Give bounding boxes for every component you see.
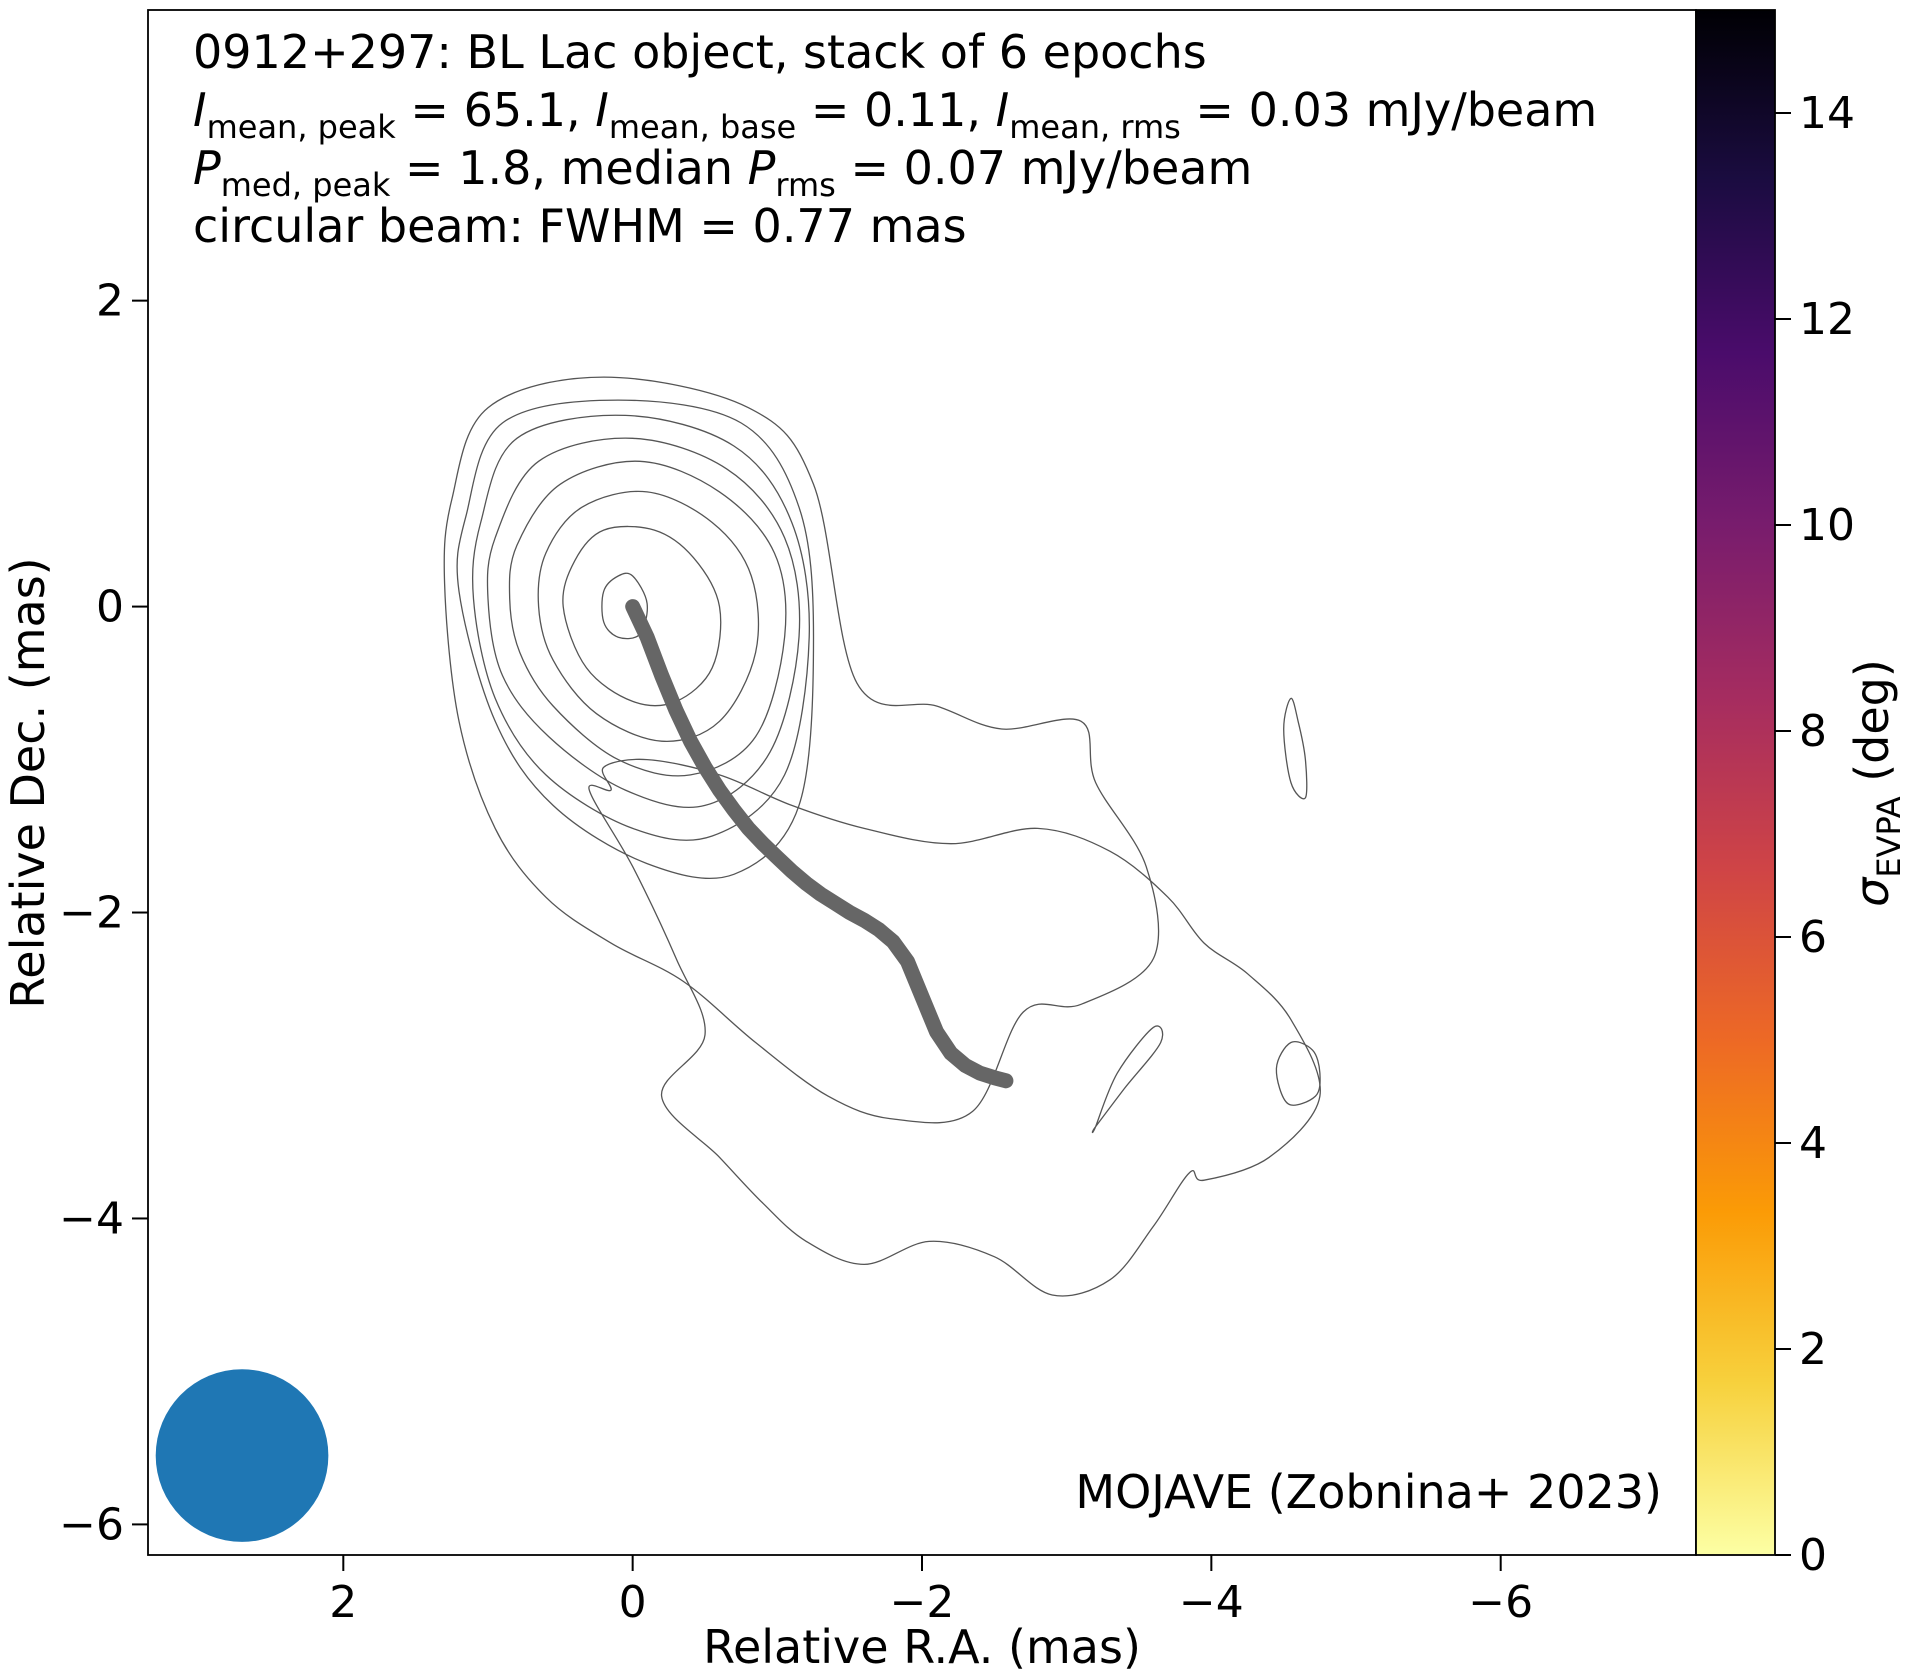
y-tick-label: 0 [96,582,124,633]
x-axis-label: Relative R.A. (mas) [703,1620,1141,1674]
contour-level-7 [456,399,815,880]
colorbar-tick-label: 6 [1799,912,1827,963]
y-axis-label: Relative Dec. (mas) [1,557,55,1008]
contour-level-12 [1283,697,1308,800]
contour-level-1 [601,572,648,640]
contour-level-10 [1275,1041,1321,1106]
x-tick-label: −6 [1468,1577,1533,1628]
colorbar-label: σEVPA (deg) [1845,659,1905,907]
y-axis: 2 0 −2 −4 −6 [59,276,148,1550]
colorbar-tick-label: 10 [1799,500,1855,551]
x-tick-label: −4 [1179,1577,1244,1628]
annotation-line-2: Imean, peak = 65.1, Imean, base = 0.11, … [193,83,1597,146]
colorbar-tick-label: 4 [1799,1118,1827,1169]
annotation-line-1: 0912+297: BL Lac object, stack of 6 epoc… [193,25,1207,79]
y-tick-label: 2 [96,276,124,327]
contour-level-9 [588,758,1321,1297]
plot-area [148,10,1696,1555]
y-tick-label: −4 [59,1193,124,1244]
ridgeline [625,599,1014,1089]
x-axis: 2 0 −2 −4 −6 [329,1555,1533,1628]
x-tick-label: 2 [329,1577,357,1628]
x-tick-label: −2 [890,1577,955,1628]
colorbar-tick-label: 0 [1799,1530,1827,1581]
contours [443,376,1321,1297]
x-tick-label: 0 [619,1577,647,1628]
colorbar-tick-label: 2 [1799,1324,1827,1375]
colorbar [1695,9,1776,1556]
credit-label: MOJAVE (Zobnina+ 2023) [1075,1465,1662,1519]
colorbar-tick-label: 8 [1799,706,1827,757]
y-tick-label: −2 [59,888,124,939]
annotation-line-3: Pmed, peak = 1.8, median Prms = 0.07 mJy… [193,141,1252,204]
contour-level-2 [562,525,722,707]
ridgeline-path [625,599,1014,1089]
contour-level-3 [537,490,760,742]
colorbar-axis: 0 2 4 6 8 10 12 14 [1775,88,1855,1581]
annotation-line-4: circular beam: FWHM = 0.77 mas [193,199,967,253]
contour-level-8 [443,376,1160,1124]
colorbar-tick-label: 12 [1799,294,1855,345]
beam-ellipse [155,1369,329,1542]
contour-level-4 [508,460,787,777]
contour-level-5 [486,437,801,809]
contour-level-6 [471,414,810,841]
contour-level-11 [1091,1025,1164,1134]
y-tick-label: −6 [59,1499,124,1550]
beam-circle [155,1369,329,1542]
colorbar-tick-label: 14 [1799,88,1855,139]
